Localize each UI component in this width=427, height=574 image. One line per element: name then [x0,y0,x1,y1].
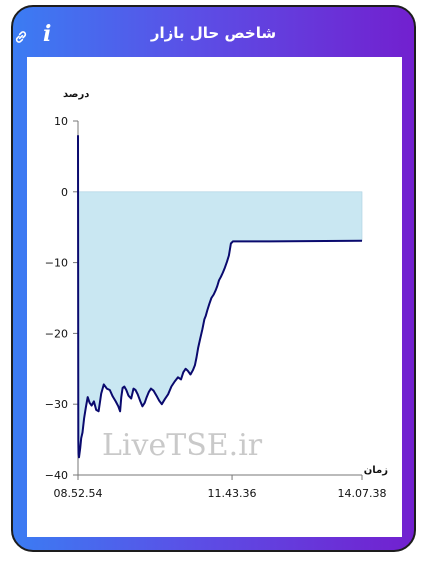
chart-panel: LiveTSE.ir 10 0 −10 −20 −30 −40 08.52.54 11.43.3… [27,57,402,537]
watermark-text: LiveTSE.ir [102,428,263,463]
widget-title: شاخص حال بازار [150,24,277,42]
series-line [77,135,363,459]
info-icon[interactable]: i [43,21,52,47]
x-tick-label: 14.07.38 [338,487,387,500]
link-icon[interactable] [13,29,29,45]
market-index-chart: LiveTSE.ir 10 0 −10 −20 −30 −40 08.52.54 11.43.3… [45,89,388,500]
y-tick-label: 10 [54,115,68,128]
y-axis-title: درصد [63,89,89,100]
x-axis-title: زمان [364,465,388,476]
y-tick-label: −10 [45,257,68,270]
y-tick-label: −40 [45,469,68,482]
x-tick-label: 11.43.36 [208,487,257,500]
y-tick-label: 0 [61,186,68,199]
market-index-widget: i شاخص حال بازار LiveTSE.ir 10 0 −10 −20 −30 −… [11,5,416,552]
widget-header: i شاخص حال بازار [13,7,414,59]
y-tick-label: −30 [45,398,68,411]
x-tick-label: 08.52.54 [54,487,103,500]
y-tick-label: −20 [45,327,68,340]
